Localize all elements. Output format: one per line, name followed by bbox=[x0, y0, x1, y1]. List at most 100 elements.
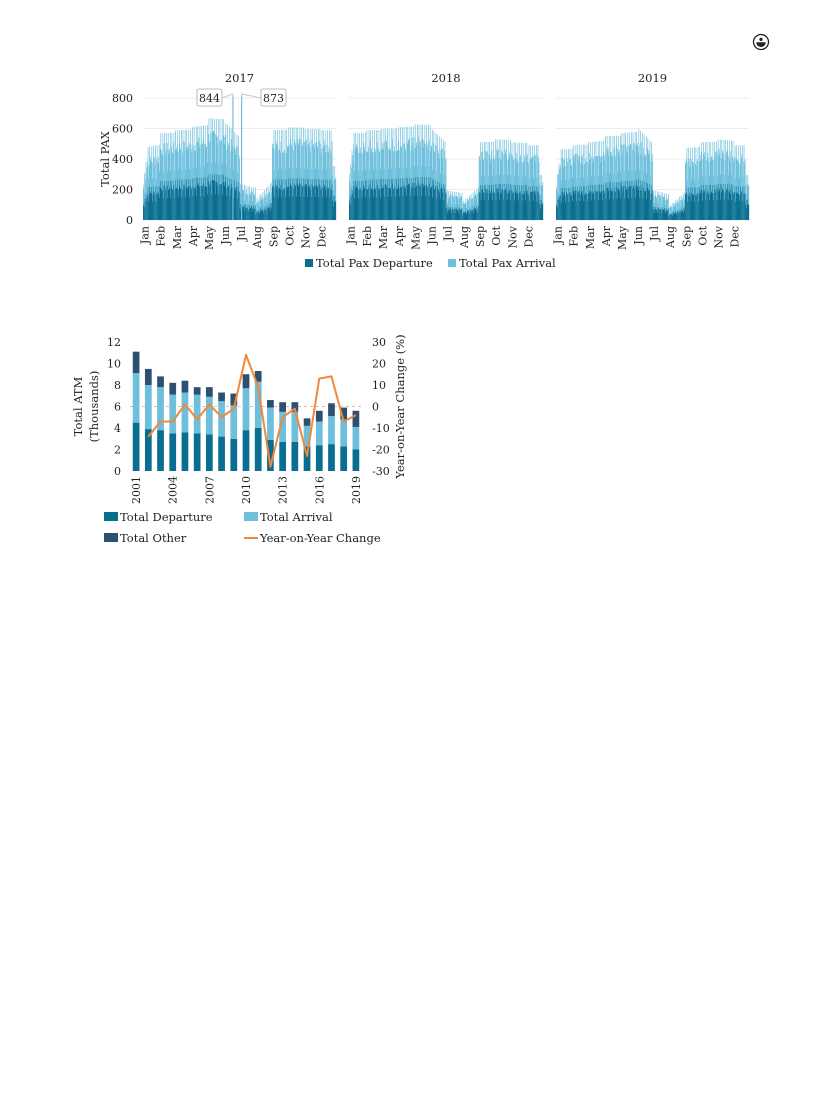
pax-departure-bar bbox=[308, 179, 310, 220]
pax-departure-bar bbox=[319, 179, 321, 220]
pax-departure-bar bbox=[221, 183, 222, 220]
pax-arrival-bar bbox=[444, 150, 445, 189]
pax-departure-bar bbox=[681, 211, 683, 220]
pax-arrival-bar bbox=[361, 171, 363, 198]
pax-departure-bar bbox=[690, 201, 692, 220]
pax-arrival-bar bbox=[371, 152, 373, 190]
pax-arrival-bar bbox=[378, 148, 379, 188]
pax-departure-bar bbox=[393, 189, 395, 220]
pax-departure-bar bbox=[479, 191, 480, 220]
pax-arrival-bar bbox=[147, 147, 149, 188]
pax-month-tick-label: Jan bbox=[552, 226, 565, 245]
pax-arrival-bar bbox=[446, 190, 448, 207]
pax-arrival-bar bbox=[498, 148, 500, 189]
circle-emblem-icon bbox=[752, 33, 770, 51]
pax-y-tick-label: 600 bbox=[112, 123, 133, 136]
pax-arrival-bar bbox=[616, 172, 618, 199]
pax-departure-bar bbox=[489, 193, 491, 220]
pax-arrival-bar bbox=[505, 149, 506, 189]
pax-departure-bar bbox=[228, 185, 229, 220]
pax-arrival-bar bbox=[226, 166, 227, 196]
pax-departure-bar bbox=[626, 189, 628, 220]
pax-arrival-bar bbox=[437, 150, 439, 189]
pax-arrival-bar bbox=[746, 184, 748, 204]
pax-arrival-bar bbox=[420, 141, 421, 185]
pax-arrival-bar bbox=[193, 145, 194, 187]
pax-arrival-bar bbox=[376, 169, 378, 198]
pax-arrival-bar bbox=[380, 149, 382, 189]
pax-arrival-bar bbox=[221, 119, 223, 175]
pax-departure-bar bbox=[691, 187, 693, 220]
pax-arrival-bar bbox=[227, 145, 229, 187]
pax-arrival-bar bbox=[431, 129, 433, 180]
pax-arrival-bar bbox=[202, 144, 203, 187]
pax-departure-bar bbox=[318, 179, 319, 220]
pax-arrival-bar bbox=[230, 151, 231, 190]
pax-arrival-bar bbox=[585, 162, 587, 194]
pax-arrival-bar bbox=[263, 197, 265, 210]
pax-departure-bar bbox=[661, 213, 662, 220]
pax-departure-bar bbox=[600, 191, 602, 220]
pax-departure-bar bbox=[684, 207, 686, 220]
pax-departure-bar bbox=[332, 200, 333, 220]
pax-departure-bar bbox=[261, 210, 263, 220]
pax-departure-bar bbox=[371, 189, 373, 220]
pax-arrival-bar bbox=[218, 118, 219, 175]
pax-departure-bar bbox=[293, 178, 295, 220]
pax-departure-bar bbox=[626, 187, 628, 220]
pax-arrival-bar bbox=[586, 161, 587, 194]
pax-month-tick-label: Oct bbox=[490, 225, 503, 245]
pax-departure-bar bbox=[388, 187, 390, 220]
pax-departure-bar bbox=[178, 189, 180, 220]
atm-arrival-bar bbox=[132, 373, 140, 423]
pax-departure-bar bbox=[446, 208, 447, 220]
pax-arrival-bar bbox=[576, 153, 578, 191]
pax-arrival-bar bbox=[520, 154, 521, 191]
pax-arrival-bar bbox=[279, 152, 281, 190]
pax-departure-bar bbox=[323, 179, 324, 220]
pax-arrival-bar bbox=[568, 148, 569, 189]
pax-arrival-bar bbox=[224, 134, 226, 182]
pax-arrival-bar bbox=[248, 194, 250, 209]
pax-arrival-bar bbox=[321, 130, 323, 180]
pax-departure-bar bbox=[676, 214, 677, 220]
pax-departure-bar bbox=[160, 180, 162, 220]
pax-arrival-bar bbox=[309, 141, 310, 185]
pax-arrival-bar bbox=[380, 169, 382, 198]
pax-departure-bar bbox=[218, 194, 220, 220]
pax-departure-bar bbox=[267, 208, 268, 220]
pax-departure-bar bbox=[473, 212, 475, 220]
pax-departure-bar bbox=[700, 189, 702, 220]
pax-departure-bar bbox=[648, 190, 649, 220]
pax-arrival-bar bbox=[494, 159, 495, 193]
atm-other-bar bbox=[340, 407, 348, 420]
pax-departure-bar bbox=[381, 178, 383, 220]
pax-month-tick-label: Mar bbox=[171, 225, 184, 249]
pax-arrival-bar bbox=[442, 158, 444, 193]
pax-departure-bar bbox=[405, 178, 407, 220]
pax-departure-bar bbox=[711, 191, 713, 220]
pax-arrival-bar bbox=[659, 196, 661, 210]
pax-arrival-bar bbox=[677, 198, 678, 211]
pax-arrival-bar bbox=[639, 169, 640, 198]
pax-departure-bar bbox=[192, 196, 194, 220]
pax-arrival-bar bbox=[630, 144, 631, 186]
pax-arrival-bar bbox=[722, 152, 724, 190]
pax-arrival-bar bbox=[175, 130, 176, 180]
atm-arrival-bar bbox=[242, 388, 250, 431]
pax-departure-bar bbox=[703, 190, 705, 220]
pax-arrival-bar bbox=[314, 129, 315, 180]
pax-arrival-bar bbox=[160, 133, 162, 181]
atm-arrival-bar bbox=[340, 419, 348, 447]
pax-arrival-bar bbox=[426, 124, 427, 178]
pax-departure-bar bbox=[687, 193, 689, 220]
pax-departure-bar bbox=[597, 184, 599, 220]
pax-departure-bar bbox=[681, 211, 682, 220]
pax-arrival-bar bbox=[157, 162, 158, 194]
pax-arrival-bar bbox=[304, 128, 306, 179]
pax-arrival-bar bbox=[561, 157, 563, 193]
pax-arrival-bar bbox=[449, 198, 451, 211]
pax-departure-bar bbox=[732, 184, 734, 220]
